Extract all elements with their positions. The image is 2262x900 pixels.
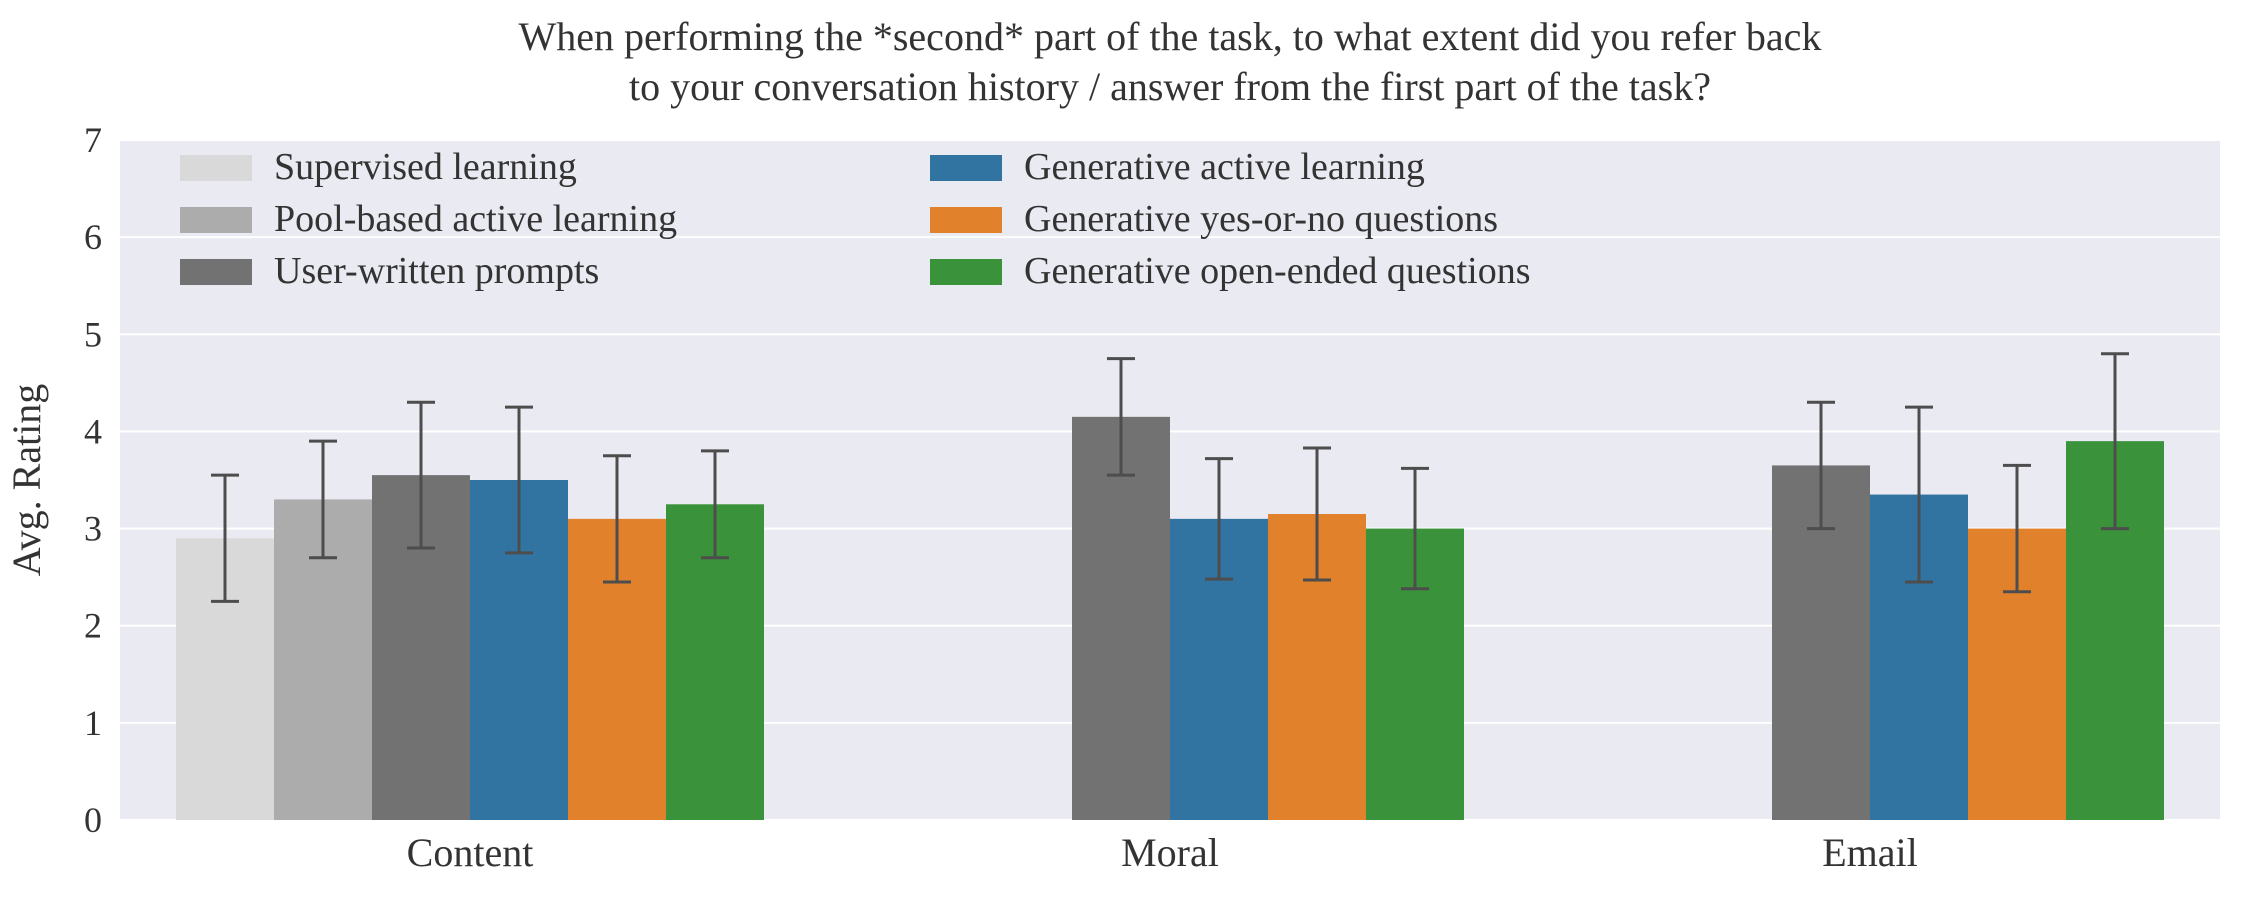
y-tick-label: 2 bbox=[84, 606, 102, 646]
y-tick-label: 1 bbox=[84, 703, 102, 743]
category-label: Moral bbox=[1121, 830, 1219, 875]
legend-swatch bbox=[180, 155, 252, 181]
legend-label: Generative yes-or-no questions bbox=[1024, 198, 1498, 240]
legend-label: User-written prompts bbox=[274, 250, 599, 292]
legend-swatch bbox=[930, 259, 1002, 285]
bar-chart: 0 1 2 3 4 5 6 7 When performing the *second* par… bbox=[0, 0, 2262, 900]
y-axis-label: Avg. Rating bbox=[4, 384, 49, 577]
chart-title-line2: to your conversation history / answer fr… bbox=[629, 64, 1711, 109]
y-tick-label: 6 bbox=[84, 217, 102, 257]
y-tick-label: 0 bbox=[84, 800, 102, 840]
legend-label: Generative open-ended questions bbox=[1024, 250, 1531, 292]
bar bbox=[1072, 417, 1170, 820]
chart-container: 0 1 2 3 4 5 6 7 When performing the *second* par… bbox=[0, 0, 2262, 900]
category-label: Content bbox=[407, 830, 534, 875]
legend-swatch bbox=[930, 155, 1002, 181]
chart-title-line1: When performing the *second* part of the… bbox=[519, 14, 1822, 59]
legend-swatch bbox=[930, 207, 1002, 233]
legend-label: Supervised learning bbox=[274, 146, 577, 188]
legend-label: Pool-based active learning bbox=[274, 198, 677, 240]
y-tick-label: 5 bbox=[84, 314, 102, 354]
legend-swatch bbox=[180, 207, 252, 233]
y-tick-label: 3 bbox=[84, 509, 102, 549]
category-label: Email bbox=[1822, 830, 1918, 875]
y-tick-label: 7 bbox=[84, 120, 102, 160]
legend-swatch bbox=[180, 259, 252, 285]
legend-label: Generative active learning bbox=[1024, 146, 1425, 188]
y-tick-label: 4 bbox=[84, 411, 102, 451]
